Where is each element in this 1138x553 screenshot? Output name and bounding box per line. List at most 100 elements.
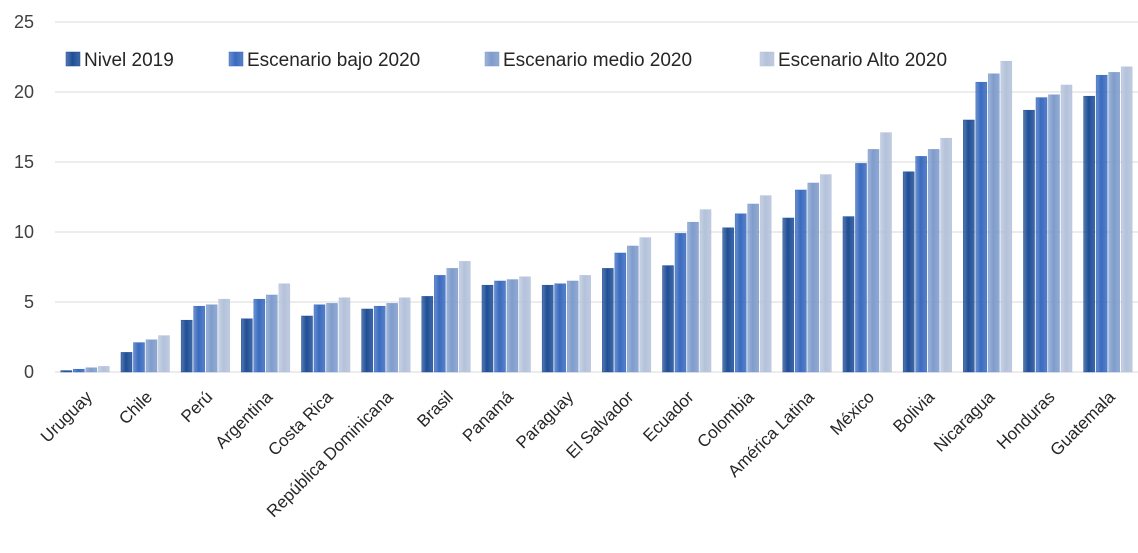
bar-3-17 (1120, 66, 1133, 373)
bar-1-7 (494, 280, 506, 373)
bar-3-7 (519, 276, 531, 373)
category-label: Colombia (694, 387, 759, 452)
legend-swatch (228, 51, 244, 67)
bar-2-14 (927, 149, 940, 373)
bar-1-6 (434, 275, 446, 373)
bar-2-15 (988, 73, 1000, 373)
legend-label: Escenario medio 2020 (503, 50, 692, 71)
bar-1-11 (734, 213, 747, 373)
bar-3-12 (820, 174, 832, 373)
bar-3-16 (1060, 84, 1073, 373)
bar-1-14 (915, 156, 927, 373)
bar-0-4 (301, 315, 313, 373)
legend-swatch (484, 51, 500, 67)
bar-0-17 (1083, 95, 1095, 373)
category-label: Perú (177, 387, 216, 426)
bar-0-13 (842, 216, 855, 373)
category-label: Uruguay (37, 387, 96, 446)
category-label: Guatemala (1046, 387, 1119, 460)
category-label: Brasil (413, 387, 456, 430)
bar-2-4 (326, 303, 338, 373)
y-tick-label: 20 (14, 82, 34, 102)
bar-3-4 (338, 297, 351, 373)
bar-1-4 (313, 304, 326, 373)
bar-2-5 (386, 303, 398, 373)
bar-3-3 (278, 283, 291, 373)
bar-2-1 (145, 339, 158, 373)
bar-1-5 (373, 305, 386, 373)
bar-2-7 (506, 279, 519, 373)
bar-1-12 (795, 189, 807, 373)
bar-2-9 (627, 245, 639, 373)
bar-1-0 (73, 368, 85, 373)
bar-1-9 (614, 252, 627, 373)
bar-2-8 (566, 280, 579, 373)
bar-3-1 (158, 335, 170, 373)
legend-label: Escenario bajo 2020 (247, 50, 420, 71)
gridlines (55, 21, 1138, 373)
bar-3-15 (1000, 60, 1013, 373)
bar-0-3 (241, 318, 253, 373)
bar-3-6 (459, 261, 471, 373)
bar-2-6 (446, 268, 459, 373)
bar-3-13 (880, 132, 892, 373)
bar-0-6 (421, 296, 434, 373)
bar-0-9 (602, 268, 614, 373)
y-tick-label: 15 (14, 152, 34, 172)
bar-2-12 (807, 182, 820, 373)
category-label: Panamá (459, 387, 518, 446)
bar-0-2 (180, 319, 193, 373)
bar-0-10 (662, 265, 674, 373)
legend-swatch (759, 51, 775, 67)
bar-2-3 (266, 294, 278, 373)
bar-3-2 (218, 298, 230, 373)
bar-2-16 (1048, 94, 1060, 373)
bar-1-1 (133, 342, 145, 373)
bar-0-12 (782, 217, 795, 373)
legend-swatch (65, 51, 81, 67)
bar-0-15 (963, 119, 975, 373)
y-tick-label: 5 (24, 292, 34, 312)
legend-label: Nivel 2019 (84, 50, 174, 71)
bar-3-0 (98, 366, 110, 373)
y-tick-label: 25 (14, 12, 34, 32)
bar-1-8 (554, 283, 566, 373)
category-label: Bolivia (889, 387, 938, 436)
legend: Nivel 2019 Escenario bajo 2020 Escenario m… (65, 50, 947, 71)
bar-3-10 (699, 209, 712, 373)
y-axis-tick-labels: 0 5 10 15 20 25 (14, 12, 34, 382)
bar-3-14 (940, 137, 952, 373)
y-tick-label: 10 (14, 222, 34, 242)
bar-2-10 (687, 221, 699, 373)
bar-0-0 (60, 370, 73, 373)
bars (60, 60, 1133, 373)
bar-1-2 (193, 305, 205, 373)
bar-0-1 (120, 352, 133, 373)
bar-2-2 (205, 304, 218, 373)
y-tick-label: 0 (24, 362, 34, 382)
bar-2-17 (1108, 72, 1120, 373)
bar-3-5 (398, 297, 411, 373)
bar-1-10 (674, 233, 687, 373)
category-label: Ecuador (639, 387, 697, 445)
bar-0-7 (481, 284, 494, 373)
category-label: México (827, 387, 879, 439)
bar-3-9 (639, 237, 652, 373)
bar-2-11 (747, 203, 759, 373)
bar-1-15 (975, 81, 988, 373)
bar-0-8 (541, 284, 554, 373)
bar-0-16 (1023, 109, 1035, 373)
bar-3-11 (759, 195, 772, 373)
bar-0-11 (722, 227, 734, 373)
bar-0-5 (361, 308, 373, 373)
category-label: Chile (115, 387, 156, 428)
bar-1-17 (1095, 74, 1108, 373)
bar-1-16 (1035, 97, 1048, 373)
category-label: Nicaragua (930, 387, 999, 456)
bar-1-3 (253, 298, 266, 373)
bar-1-13 (855, 163, 867, 373)
bar-2-0 (85, 367, 98, 373)
legend-label: Escenario Alto 2020 (778, 50, 947, 71)
